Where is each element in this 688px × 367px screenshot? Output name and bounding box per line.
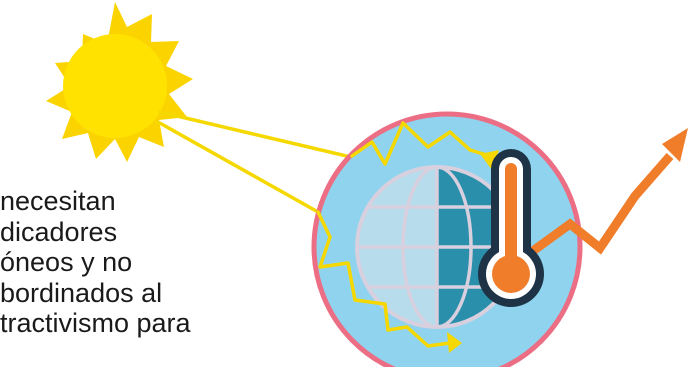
zigzag-heat-ray-bottom-arrowhead: [447, 332, 462, 353]
trend-up-arrow-icon: [512, 128, 688, 268]
zigzag-heat-ray-icon: [316, 121, 499, 353]
sun-body: [63, 34, 167, 138]
sun-icon: [46, 2, 193, 162]
zigzag-heat-ray-top-arrowhead: [480, 150, 499, 170]
caption-line-2: dicadores: [0, 216, 118, 247]
caption-line-1: necesitan: [0, 186, 116, 216]
caption-line-5: tractivismo para: [0, 308, 191, 338]
trend-line: [512, 153, 674, 268]
caption-text: necesitan dicadores óneos y no bordinado…: [0, 186, 290, 339]
thermometer-icon: [478, 149, 544, 307]
caption-line-3: óneos y no: [0, 247, 133, 277]
sunlight-beam-upper: [158, 110, 357, 160]
zigzag-heat-ray-bottom: [316, 210, 452, 348]
caption-line-4: bordinados al: [0, 277, 163, 308]
sunlight-beam-lower: [156, 120, 320, 214]
trend-arrowhead: [662, 128, 688, 162]
sunlight-beams: [156, 110, 357, 214]
thermometer-liquid: [505, 163, 517, 275]
zigzag-heat-ray-top: [350, 121, 492, 166]
